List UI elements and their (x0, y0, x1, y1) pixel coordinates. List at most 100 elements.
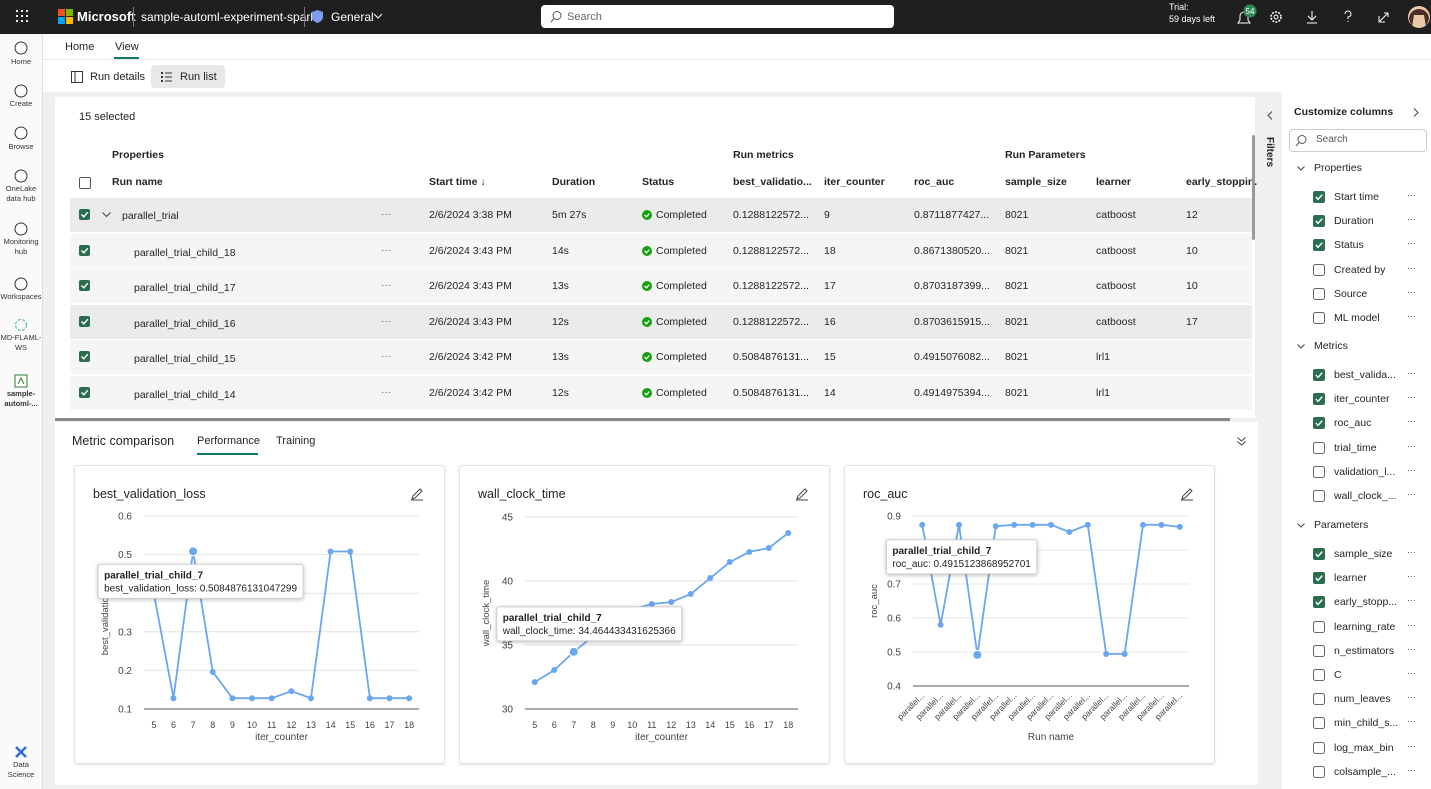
tab[interactable]: Home (65, 41, 95, 53)
nav-label[interactable]: Monitoring hub (3, 237, 39, 256)
column-header[interactable]: Run name (112, 176, 163, 188)
option-menu[interactable]: ··· (1407, 619, 1416, 630)
column-header[interactable]: learner (1096, 176, 1132, 188)
option-menu[interactable]: ··· (1407, 547, 1416, 557)
column-option[interactable]: validation_l... (1334, 465, 1396, 478)
table-row[interactable] (70, 234, 1252, 269)
option-menu[interactable]: ··· (1407, 286, 1416, 297)
run-list-button[interactable]: Run list (151, 65, 225, 88)
option-menu[interactable]: ··· (1407, 668, 1416, 678)
option-menu[interactable]: ··· (1407, 571, 1416, 582)
nav-label[interactable]: Data Science (7, 760, 35, 779)
search-box[interactable]: Search (541, 5, 894, 28)
column-option[interactable]: iter_counter (1334, 393, 1390, 406)
group-name[interactable]: Properties (1314, 162, 1362, 174)
cell[interactable]: parallel_trial_child_14 (134, 389, 236, 401)
option-menu[interactable]: ··· (1407, 595, 1416, 606)
option-menu[interactable]: ··· (1407, 262, 1416, 273)
run-details-button[interactable]: Run details (68, 65, 148, 88)
column-header[interactable]: sample_size (1005, 176, 1067, 188)
column-header[interactable]: roc_auc (914, 176, 955, 188)
column-checkbox (1313, 765, 1325, 778)
column-option[interactable]: best_valida... (1334, 369, 1396, 381)
column-option[interactable]: learner (1334, 572, 1367, 585)
row-menu[interactable]: ··· (381, 316, 391, 327)
option-menu[interactable]: ··· (1407, 716, 1416, 727)
option-menu[interactable]: ··· (1407, 764, 1416, 775)
tab[interactable]: View (115, 41, 139, 53)
point (386, 695, 393, 702)
table-row[interactable] (70, 340, 1252, 375)
column-option[interactable]: C (1334, 669, 1342, 681)
table-row[interactable] (70, 198, 1252, 233)
column-option[interactable]: learning_rate (1334, 620, 1396, 633)
cell[interactable]: parallel_trial (122, 210, 179, 222)
column-option[interactable]: log_max_bin (1334, 741, 1394, 754)
option-menu[interactable]: ··· (1407, 416, 1416, 427)
row-menu[interactable]: ··· (381, 245, 391, 256)
channel[interactable]: General (331, 10, 374, 24)
panel-search[interactable]: Search (1289, 129, 1427, 152)
metric-tab[interactable]: Performance (197, 435, 260, 447)
column-option[interactable]: num_leaves (1334, 693, 1391, 706)
row-menu[interactable]: ··· (381, 387, 391, 398)
option-menu[interactable]: ··· (1407, 692, 1416, 703)
option-menu[interactable]: ··· (1407, 440, 1416, 451)
column-option[interactable]: Status (1334, 239, 1364, 252)
column-option[interactable]: wall_clock_... (1334, 490, 1397, 502)
row-menu[interactable]: ··· (381, 209, 391, 220)
group-name[interactable]: Parameters (1314, 519, 1369, 531)
column-option[interactable]: sample_size (1334, 548, 1393, 560)
nav-label[interactable]: OneLake data hub (5, 184, 37, 203)
nav-label[interactable]: Create (9, 99, 33, 108)
column-header[interactable]: iter_counter (824, 176, 885, 188)
option-menu[interactable]: ··· (1407, 214, 1416, 225)
header-checkbox[interactable] (79, 177, 91, 189)
column-header[interactable]: Status (642, 176, 675, 188)
nav-label[interactable]: MD-FLAML-WS (0, 333, 42, 352)
column-option[interactable]: early_stopp... (1334, 596, 1398, 609)
row-menu[interactable]: ··· (381, 280, 391, 291)
option-menu[interactable]: ··· (1407, 238, 1416, 249)
column-header[interactable]: early_stoppin... (1186, 176, 1264, 188)
metric-tab[interactable]: Training (276, 435, 316, 447)
chart-card: roc_auc0.40.50.60.70.80.9parallel...para… (844, 465, 1215, 764)
option-menu[interactable]: ··· (1407, 464, 1416, 475)
column-option[interactable]: ML model (1334, 312, 1380, 324)
column-option[interactable]: trial_time (1334, 441, 1377, 454)
table-row[interactable] (70, 305, 1252, 340)
option-menu[interactable]: ··· (1407, 190, 1416, 200)
row-menu[interactable]: ··· (381, 351, 391, 362)
option-menu[interactable]: ··· (1407, 643, 1416, 654)
nav-label[interactable]: Workspaces (0, 292, 42, 301)
cell[interactable]: parallel_trial_child_17 (134, 282, 236, 294)
option-menu[interactable]: ··· (1407, 311, 1416, 321)
column-option[interactable]: Start time (1334, 191, 1379, 203)
filters-tab[interactable]: Filters (1264, 137, 1275, 168)
column-header[interactable]: Start time ↓ (429, 176, 486, 188)
column-option[interactable]: n_estimators (1334, 644, 1395, 657)
column-header[interactable]: Duration (552, 176, 596, 188)
point (648, 601, 655, 608)
table-row[interactable] (70, 269, 1252, 304)
column-option[interactable]: roc_auc (1334, 417, 1372, 430)
column-option[interactable]: Source (1334, 287, 1368, 300)
option-menu[interactable]: ··· (1407, 368, 1416, 378)
table-row[interactable] (70, 376, 1252, 411)
workspace-name[interactable]: sample-automl-experiment-spark (141, 10, 317, 24)
column-header[interactable]: best_validatio... (733, 176, 812, 188)
cell[interactable]: parallel_trial_child_16 (134, 318, 236, 330)
option-menu[interactable]: ··· (1407, 392, 1416, 403)
nav-label[interactable]: Home (10, 57, 31, 66)
option-menu[interactable]: ··· (1407, 740, 1416, 751)
nav-label[interactable]: sample-automl-... (4, 389, 38, 408)
column-option[interactable]: colsample_... (1334, 765, 1396, 778)
cell[interactable]: parallel_trial_child_15 (134, 353, 236, 365)
column-option[interactable]: min_child_s... (1334, 717, 1399, 730)
nav-label[interactable]: Browse (8, 142, 34, 151)
cell[interactable]: parallel_trial_child_18 (134, 247, 236, 259)
column-option[interactable]: Created by (1334, 263, 1386, 276)
column-option[interactable]: Duration (1334, 215, 1374, 228)
group-name[interactable]: Metrics (1314, 340, 1348, 352)
option-menu[interactable]: ··· (1407, 489, 1416, 499)
